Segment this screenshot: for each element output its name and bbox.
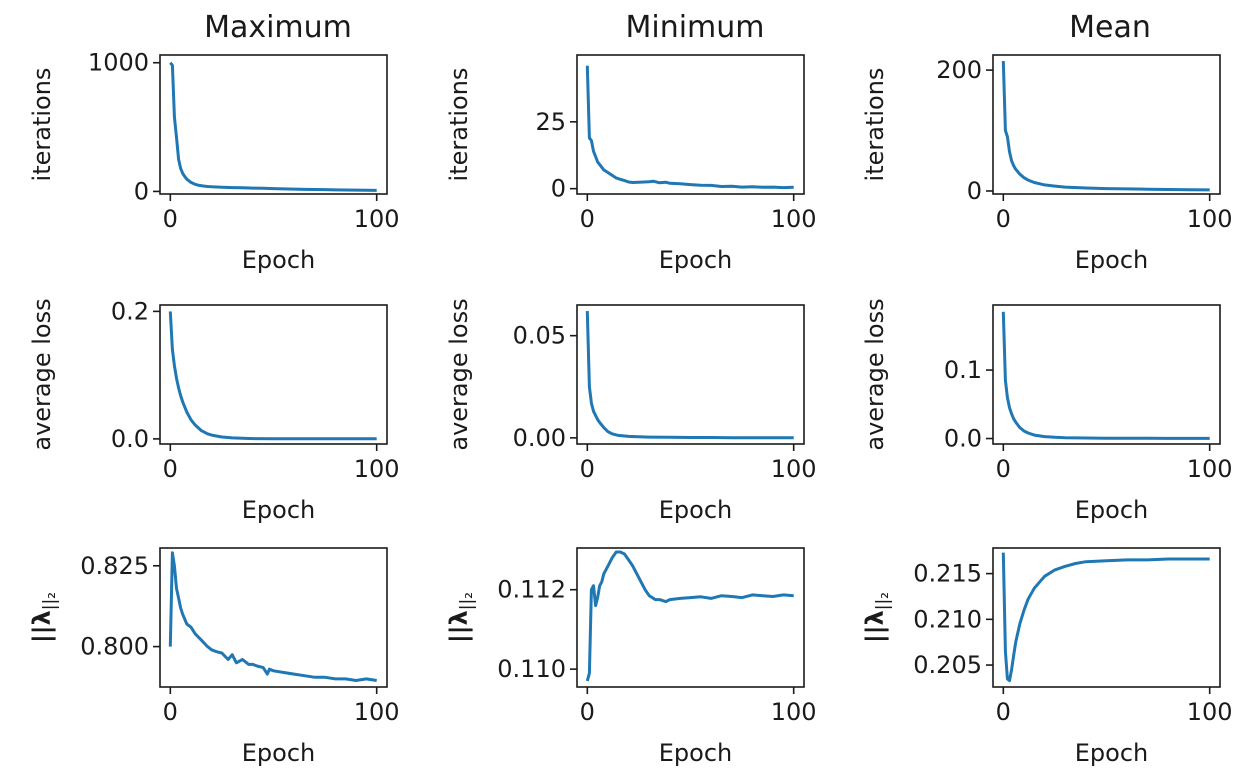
x-tick-label: 100 <box>354 698 400 726</box>
axes-frame <box>992 54 1221 195</box>
axes-frame <box>159 54 388 195</box>
y-tick-label: 0.05 <box>513 322 566 350</box>
y-tick-label: 200 <box>936 56 982 84</box>
x-tick-label: 0 <box>580 205 595 233</box>
x-tick-label: 100 <box>354 205 400 233</box>
series-line <box>585 311 794 440</box>
y-tick-label: 0.0 <box>111 425 149 453</box>
y-axis-label: average loss <box>28 298 56 450</box>
x-tick-label: 100 <box>771 205 817 233</box>
column-title-mean: Mean <box>1069 10 1151 45</box>
y-axis-label: ||λ||₂ <box>28 592 60 643</box>
x-tick-label: 0 <box>163 698 178 726</box>
series-line <box>1001 60 1210 192</box>
x-tick-label: 0 <box>163 205 178 233</box>
x-axis-label: Epoch <box>659 739 733 767</box>
y-tick-label: 0.1 <box>944 356 982 384</box>
series-line <box>1001 552 1210 683</box>
x-tick-label: 0 <box>580 455 595 483</box>
y-axis-label: average loss <box>445 298 473 450</box>
y-tick-label: 0 <box>551 175 566 203</box>
y-tick-label: 0.2 <box>111 297 149 325</box>
column-title-minimum: Minimum <box>625 10 764 45</box>
axes-frame <box>159 304 388 445</box>
x-tick-label: 100 <box>771 455 817 483</box>
y-axis-label: iterations <box>28 68 56 182</box>
panel-iterations-minimum: 0 100 0 25 Epoch iterations <box>445 54 817 274</box>
axes-frame <box>576 547 805 688</box>
x-tick-label: 0 <box>580 698 595 726</box>
y-tick-label: 0.110 <box>497 655 566 683</box>
y-tick-label: 0.210 <box>913 605 982 633</box>
y-tick-label: 0.825 <box>80 552 149 580</box>
y-axis-label: average loss <box>861 298 889 450</box>
panel-loss-minimum: 0 100 0.00 0.05 Epoch average loss <box>445 298 817 524</box>
x-tick-label: 100 <box>771 698 817 726</box>
y-tick-label: 25 <box>535 108 566 136</box>
y-tick-label: 0.112 <box>497 576 566 604</box>
axes-frame <box>576 304 805 445</box>
x-tick-label: 0 <box>996 455 1011 483</box>
x-tick-label: 100 <box>354 455 400 483</box>
x-tick-label: 0 <box>163 455 178 483</box>
axes-frame <box>992 547 1221 688</box>
y-axis-label: ||λ||₂ <box>445 592 477 643</box>
panel-lambda-maximum: 0 100 0.800 0.825 Epoch ||λ||₂ <box>28 547 400 767</box>
series-line <box>168 311 377 441</box>
column-title-maximum: Maximum <box>204 10 352 45</box>
x-tick-label: 100 <box>1187 205 1233 233</box>
x-tick-label: 100 <box>1187 455 1233 483</box>
x-axis-label: Epoch <box>1075 246 1149 274</box>
series-line <box>1001 311 1210 440</box>
x-axis-label: Epoch <box>659 246 733 274</box>
y-tick-label: 0 <box>967 177 982 205</box>
y-tick-label: 0.205 <box>913 651 982 679</box>
series-line <box>585 65 794 190</box>
y-tick-label: 0 <box>134 177 149 205</box>
x-axis-label: Epoch <box>242 246 316 274</box>
y-tick-label: 1000 <box>88 49 149 77</box>
x-axis-label: Epoch <box>242 739 316 767</box>
axes-frame <box>159 547 388 688</box>
x-tick-label: 100 <box>1187 698 1233 726</box>
y-tick-label: 0.0 <box>944 425 982 453</box>
y-axis-label: ||λ||₂ <box>861 592 893 643</box>
x-axis-label: Epoch <box>242 496 316 524</box>
x-tick-label: 0 <box>996 205 1011 233</box>
x-axis-label: Epoch <box>659 496 733 524</box>
x-axis-label: Epoch <box>1075 739 1149 767</box>
y-tick-label: 0.215 <box>913 560 982 588</box>
x-tick-label: 0 <box>996 698 1011 726</box>
panel-iterations-mean: 0 100 0 200 Epoch iterations <box>861 54 1233 274</box>
y-tick-label: 0.800 <box>80 633 149 661</box>
y-tick-label: 0.00 <box>513 424 566 452</box>
axes-frame <box>992 304 1221 445</box>
y-axis-label: iterations <box>445 68 473 182</box>
series-line <box>585 550 794 682</box>
x-axis-label: Epoch <box>1075 496 1149 524</box>
panel-lambda-mean: 0 100 0.205 0.210 0.215 Epoch ||λ||₂ <box>861 547 1233 767</box>
panel-loss-mean: 0 100 0.0 0.1 Epoch average loss <box>861 298 1233 524</box>
series-line <box>168 551 377 682</box>
panel-lambda-minimum: 0 100 0.110 0.112 Epoch ||λ||₂ <box>445 547 817 767</box>
axes-frame <box>576 54 805 195</box>
panel-loss-maximum: 0 100 0.0 0.2 Epoch average loss <box>28 297 400 524</box>
series-line <box>169 61 377 192</box>
y-axis-label: iterations <box>861 68 889 182</box>
